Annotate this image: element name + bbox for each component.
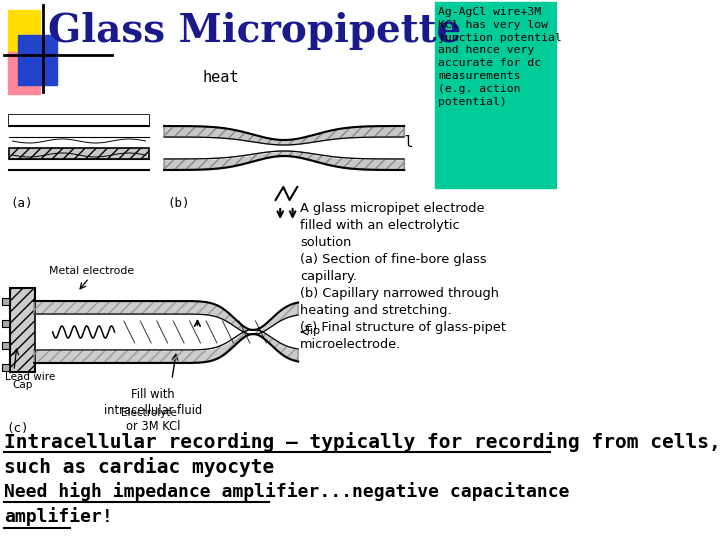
Bar: [2, 342, 10, 349]
Text: Metal electrode: Metal electrode: [49, 266, 134, 276]
Bar: [9, 148, 148, 159]
Text: such as cardiac myocyte: such as cardiac myocyte: [4, 457, 274, 477]
Bar: [9, 115, 148, 137]
Text: Cap: Cap: [12, 380, 32, 390]
Bar: [9, 115, 148, 126]
Bar: [2, 320, 10, 327]
Text: (b): (b): [167, 197, 189, 210]
Bar: [10, 288, 35, 372]
Text: Electrolyte: Electrolyte: [121, 408, 176, 418]
Text: (c): (c): [6, 422, 29, 435]
Text: Tip: Tip: [305, 326, 320, 336]
Bar: [435, 2, 556, 188]
Bar: [2, 364, 10, 371]
Bar: [10, 288, 35, 372]
Text: Intracellular recording – typically for recording from cells,: Intracellular recording – typically for …: [4, 432, 720, 452]
Text: Ag-AgCl wire+3M
KCl has very low
junction potential
and hence very
accurate for : Ag-AgCl wire+3M KCl has very low junctio…: [438, 7, 562, 106]
Text: Fill with
intracellular fluid
or 3M KCl: Fill with intracellular fluid or 3M KCl: [104, 388, 202, 433]
Bar: [18, 35, 57, 85]
Bar: [8, 52, 40, 94]
Text: amplifier!: amplifier!: [4, 507, 112, 526]
Text: Glass Micropipette: Glass Micropipette: [48, 12, 462, 50]
Text: Need high impedance amplifier...negative capacitance: Need high impedance amplifier...negative…: [4, 482, 570, 501]
Text: A glass micropipet electrode
filled with an electrolytic
solution
(a) Section of: A glass micropipet electrode filled with…: [300, 202, 506, 351]
Bar: [8, 10, 40, 52]
Bar: [2, 298, 10, 305]
Text: heat: heat: [202, 70, 239, 85]
Text: (a): (a): [11, 197, 33, 210]
Text: pull: pull: [378, 136, 414, 151]
Text: Lead wire: Lead wire: [4, 372, 55, 382]
